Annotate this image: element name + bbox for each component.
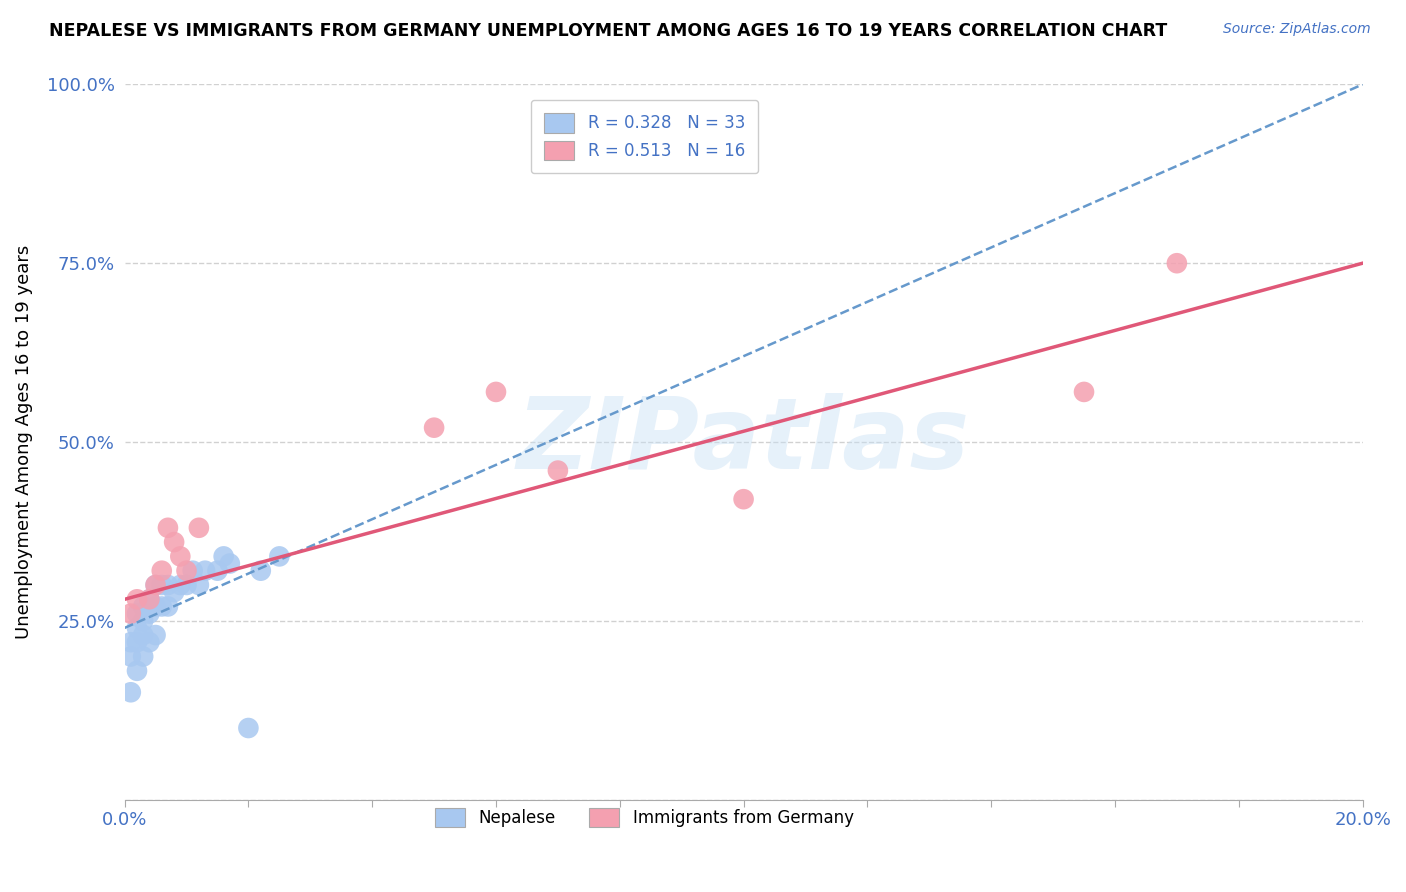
Point <box>145 578 167 592</box>
Point <box>176 564 198 578</box>
Point <box>212 549 235 564</box>
Point <box>138 607 160 621</box>
Point <box>125 635 148 649</box>
Legend: Nepalese, Immigrants from Germany: Nepalese, Immigrants from Germany <box>429 802 860 834</box>
Point <box>249 564 271 578</box>
Point <box>269 549 291 564</box>
Y-axis label: Unemployment Among Ages 16 to 19 years: Unemployment Among Ages 16 to 19 years <box>15 245 32 639</box>
Point <box>163 535 186 549</box>
Point <box>138 635 160 649</box>
Point <box>145 628 167 642</box>
Point <box>132 614 155 628</box>
Point <box>238 721 260 735</box>
Point <box>187 578 209 592</box>
Point <box>150 564 173 578</box>
Point <box>207 564 229 578</box>
Point <box>132 649 155 664</box>
Point <box>120 649 142 664</box>
Point <box>150 578 173 592</box>
Point <box>733 492 755 507</box>
Point <box>120 607 142 621</box>
Text: ZIPatlas: ZIPatlas <box>517 393 970 491</box>
Point <box>194 564 217 578</box>
Point <box>547 464 569 478</box>
Point <box>156 599 179 614</box>
Point <box>176 578 198 592</box>
Point <box>120 685 142 699</box>
Point <box>169 578 191 592</box>
Point <box>187 521 209 535</box>
Point <box>150 599 173 614</box>
Text: NEPALESE VS IMMIGRANTS FROM GERMANY UNEMPLOYMENT AMONG AGES 16 TO 19 YEARS CORRE: NEPALESE VS IMMIGRANTS FROM GERMANY UNEM… <box>49 22 1167 40</box>
Point <box>423 420 446 434</box>
Point <box>1166 256 1188 270</box>
Point <box>156 521 179 535</box>
Point <box>120 635 142 649</box>
Point <box>169 549 191 564</box>
Point <box>125 664 148 678</box>
Point <box>138 592 160 607</box>
Point <box>145 599 167 614</box>
Point <box>125 592 148 607</box>
Point <box>1073 384 1095 399</box>
Point <box>125 607 148 621</box>
Point <box>181 564 204 578</box>
Point <box>138 592 160 607</box>
Point <box>485 384 508 399</box>
Point <box>132 628 155 642</box>
Point <box>145 578 167 592</box>
Text: Source: ZipAtlas.com: Source: ZipAtlas.com <box>1223 22 1371 37</box>
Point <box>163 585 186 599</box>
Point <box>156 578 179 592</box>
Point <box>218 557 240 571</box>
Point <box>132 599 155 614</box>
Point <box>125 621 148 635</box>
